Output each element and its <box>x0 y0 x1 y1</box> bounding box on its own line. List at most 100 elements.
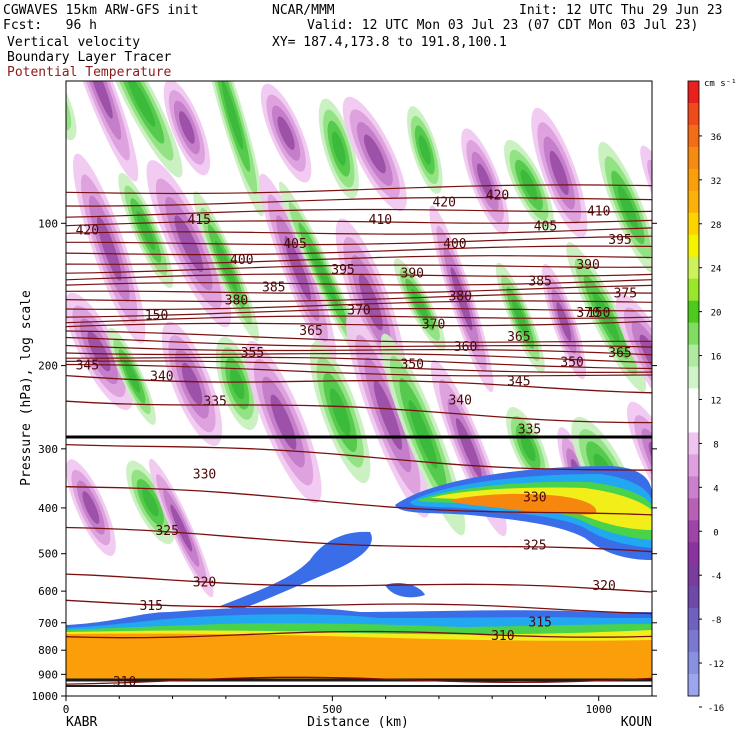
forecast-hour: Fcst: 96 h <box>3 18 97 33</box>
band-level <box>418 135 431 165</box>
isentrope-label: 380 <box>225 294 248 309</box>
band-level <box>672 295 740 427</box>
isentrope-label: 410 <box>369 213 392 228</box>
colorbar-label: -16 <box>708 704 724 714</box>
isentrope <box>66 320 652 328</box>
isentrope-label: 350 <box>560 355 583 370</box>
colorbar-segment <box>688 410 699 433</box>
isentrope <box>66 599 652 615</box>
colorbar-unit: cm s⁻¹ <box>704 79 737 89</box>
colorbar-segment <box>688 168 699 192</box>
isentrope <box>66 486 652 516</box>
colorbar-label: 8 <box>713 440 718 450</box>
downdraft-band <box>260 83 312 183</box>
updraft-band <box>506 407 551 488</box>
isentrope-label: 400 <box>230 253 253 268</box>
isentrope-label: 385 <box>262 280 285 295</box>
updraft-band <box>318 98 359 199</box>
band-level <box>41 79 64 113</box>
y-axis: 100 200 300 400 500 600 700 800 900 1000 <box>32 217 657 703</box>
isentrope <box>66 308 652 318</box>
organization: NCAR/MMM <box>272 3 335 18</box>
isentrope <box>66 279 652 286</box>
y-tick-label: 1000 <box>32 690 59 703</box>
updraft-band <box>193 191 260 342</box>
isentrope-label: 400 <box>443 237 466 252</box>
endpoint-right: KOUN <box>621 715 652 730</box>
potential-temperature-labels: 420 415 420 420 410 410 405 405 400 400 395 395 390 3… <box>76 189 638 690</box>
isentrope-label: 355 <box>241 346 264 361</box>
band-level <box>170 504 193 552</box>
isentrope <box>66 184 652 195</box>
isentrope-label: 410 <box>587 205 610 220</box>
colorbar-segment <box>688 124 699 148</box>
colorbar-segment <box>688 630 699 653</box>
isentrope-label: 420 <box>486 189 509 204</box>
band-level <box>476 163 494 200</box>
isentrope-label: 335 <box>203 394 226 409</box>
band-level <box>549 150 569 196</box>
band-level <box>666 442 733 569</box>
downdraft-band <box>346 312 430 518</box>
isentrope <box>66 360 652 374</box>
colorbar-segment <box>688 102 699 126</box>
isentrope-label: 370 <box>576 306 599 321</box>
isentrope-label: 360 <box>454 340 477 355</box>
isentrope-label: 405 <box>283 237 306 252</box>
isentrope-label: 395 <box>331 263 354 278</box>
colorbar-segment <box>688 234 699 258</box>
isentrope-label: 310 <box>113 675 136 690</box>
y-tick-label: 700 <box>38 617 58 630</box>
updraft-band <box>309 341 371 484</box>
colorbar-segment <box>688 542 699 565</box>
isentrope <box>66 400 652 424</box>
isentrope-label: 335 <box>518 423 541 438</box>
downdraft-band <box>66 81 139 182</box>
updraft-band <box>118 172 174 289</box>
field-boundary-layer-tracer: Boundary Layer Tracer <box>7 50 172 65</box>
band-level <box>556 301 572 342</box>
updraft-band <box>598 141 652 274</box>
band-level <box>408 400 438 469</box>
isentrope <box>66 235 652 246</box>
isentrope <box>66 264 652 274</box>
colorbar-segment <box>688 278 699 302</box>
band-level <box>363 134 386 174</box>
field-potential-temperature: Potential Temperature <box>7 65 172 80</box>
downdraft-band <box>627 401 652 524</box>
band-level <box>592 291 620 343</box>
isentrope-label: 315 <box>528 616 551 631</box>
colorbar-segment <box>688 344 699 368</box>
isentrope-label: 365 <box>507 330 530 345</box>
band-level <box>658 186 686 233</box>
isentrope-label: 385 <box>528 274 551 289</box>
colorbar-label: 16 <box>711 353 722 363</box>
isentrope-label: 325 <box>523 538 546 553</box>
isentrope-label: 380 <box>448 289 471 304</box>
colorbar-segment <box>688 498 699 521</box>
colorbar-segment <box>688 322 699 346</box>
isentrope <box>66 676 652 685</box>
init-time: Init: 12 UTC Thu 29 Jun 23 <box>519 3 723 18</box>
boundary-layer-tracer <box>66 607 652 696</box>
isentrope-label: 370 <box>347 303 370 318</box>
updraft-band <box>108 327 156 425</box>
isentrope <box>66 356 652 370</box>
isentrope-label: 150 <box>145 309 168 324</box>
colorbar-label: 32 <box>711 177 722 187</box>
isentrope <box>66 196 652 207</box>
band-level <box>329 388 351 437</box>
isentrope-label: 345 <box>76 359 99 374</box>
colorbar-frame <box>687 80 700 697</box>
cross-section-endpoints: XY= 187.4,173.8 to 191.8,100.1 <box>272 35 507 50</box>
updraft-band <box>126 460 175 545</box>
isentrope <box>66 336 652 348</box>
colorbar-label: 28 <box>711 221 722 231</box>
colorbar-label: 20 <box>711 309 722 319</box>
band-level <box>82 491 100 525</box>
y-tick-label: 800 <box>38 644 58 657</box>
band-level <box>179 111 195 144</box>
isentrope-label: 405 <box>534 219 557 234</box>
